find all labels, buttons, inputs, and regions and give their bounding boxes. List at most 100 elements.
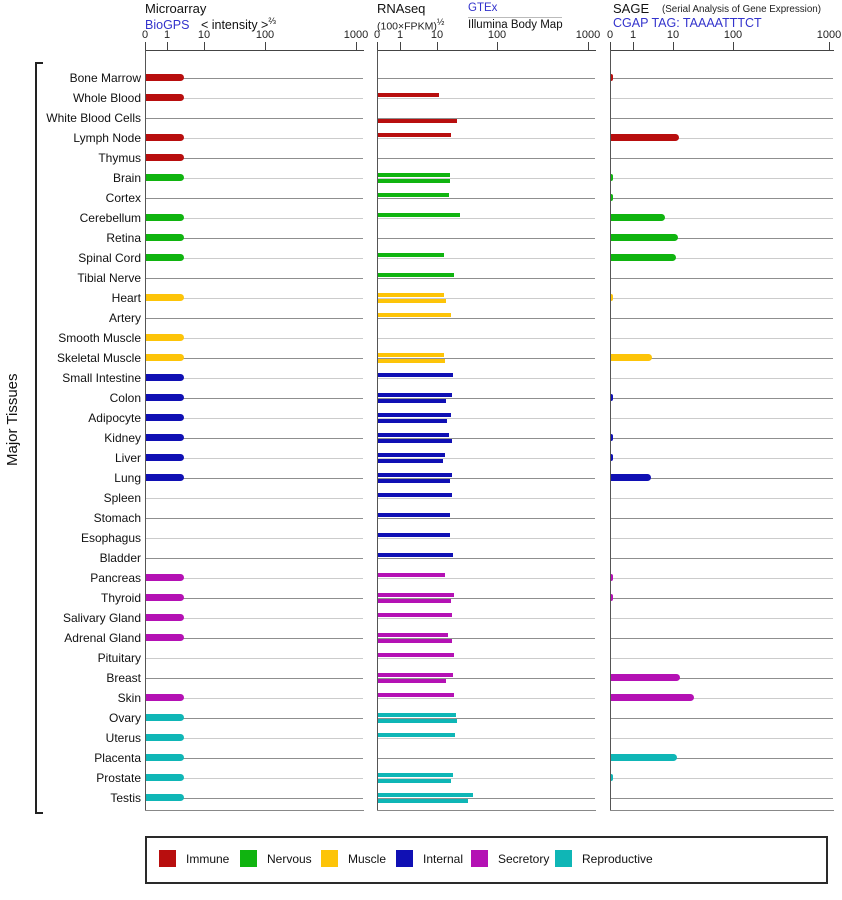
rnaseq-x-tick [497, 42, 498, 50]
legend: Immune Nervous Muscle Internal Secretory Repr… [145, 836, 828, 884]
microarray-row-track [146, 198, 363, 199]
sage-row-track [611, 498, 833, 499]
microarray-row-track [146, 138, 363, 139]
rnaseq-row-track [378, 658, 595, 659]
sage-row-track [611, 678, 833, 679]
rnaseq-bar-gtex [378, 273, 455, 277]
microarray-bar-microarray [146, 714, 184, 721]
rnaseq-bar-illumina [378, 439, 452, 443]
sage-row-track [611, 98, 833, 99]
tissue-label: Thymus [98, 151, 141, 165]
microarray-bar-microarray [146, 394, 184, 401]
tissue-label: Skeletal Muscle [56, 351, 141, 365]
microarray-row-track [146, 118, 363, 119]
rnaseq-row-track [378, 358, 595, 359]
sage-x-tick-label: 100 [723, 29, 743, 41]
sage-panel-left-border [610, 50, 611, 810]
rnaseq-panel-left-border [377, 50, 378, 810]
cgap-tag-link[interactable]: CGAP TAG: TAAAATTTCT [613, 16, 762, 30]
microarray-row-track [146, 718, 363, 719]
microarray-row-track [146, 238, 363, 239]
tissue-label: Tibial Nerve [77, 271, 141, 285]
tissue-label: Pituitary [97, 651, 141, 665]
sage-row-track [611, 218, 833, 219]
microarray-bar-microarray [146, 94, 184, 101]
tissue-label: Whole Blood [72, 91, 141, 105]
rnaseq-row-track [378, 518, 595, 519]
sage-row-track [611, 458, 833, 459]
sage-bar-sage [611, 694, 694, 701]
sage-bar-sage [611, 194, 614, 201]
rnaseq-row-track [378, 78, 595, 79]
rnaseq-row-track [378, 298, 595, 299]
microarray-x-tick-label: 0 [141, 29, 149, 41]
rnaseq-bar-illumina [378, 719, 458, 723]
microarray-row-track [146, 618, 363, 619]
immune-color-swatch [159, 850, 176, 867]
microarray-row-track [146, 218, 363, 219]
rnaseq-source-divider [468, 17, 562, 18]
sage-row-track [611, 78, 833, 79]
sage-bar-sage [611, 254, 676, 261]
rnaseq-row-track [378, 278, 595, 279]
sage-x-tick [673, 42, 674, 50]
gtex-link[interactable]: GTEx [468, 2, 498, 14]
microarray-bar-microarray [146, 74, 184, 81]
rnaseq-x-tick-label: 1000 [575, 29, 601, 41]
tissue-label: White Blood Cells [46, 111, 141, 125]
tissue-label: Salivary Gland [62, 611, 141, 625]
legend-label-internal: Internal [423, 852, 464, 866]
sage-row-track [611, 478, 833, 479]
rnaseq-row-track [378, 478, 595, 479]
microarray-bar-microarray [146, 154, 184, 161]
legend-item-nervous: Nervous [240, 850, 312, 867]
rnaseq-row-track [378, 98, 595, 99]
microarray-bar-microarray [146, 614, 184, 621]
microarray-x-tick [265, 42, 266, 50]
internal-color-swatch [396, 850, 413, 867]
microarray-row-track [146, 98, 363, 99]
sage-bar-sage [611, 594, 614, 601]
microarray-row-track [146, 298, 363, 299]
tissue-label: Testis [110, 791, 141, 805]
microarray-row-track [146, 318, 363, 319]
biogps-link[interactable]: BioGPS [145, 18, 190, 33]
sage-row-track [611, 238, 833, 239]
sage-row-track [611, 538, 833, 539]
microarray-x-tick-label: 1000 [343, 29, 369, 41]
tissue-label: Cortex [105, 191, 141, 205]
microarray-x-tick [145, 42, 146, 50]
rnaseq-row-track [378, 158, 595, 159]
microarray-panel-title: Microarray [145, 1, 207, 16]
sage-x-axis [610, 50, 834, 51]
microarray-x-tick-label: 10 [197, 29, 211, 41]
sage-x-tick [610, 42, 611, 50]
sage-bar-sage [611, 454, 614, 461]
rnaseq-row-track [378, 578, 595, 579]
sage-title-note: (Serial Analysis of Gene Expression) [662, 4, 821, 15]
sage-row-track [611, 658, 833, 659]
rnaseq-bar-gtex [378, 353, 445, 357]
rnaseq-bar-gtex [378, 133, 452, 137]
rnaseq-x-tick-label: 1 [396, 29, 404, 41]
microarray-row-track [146, 158, 363, 159]
rnaseq-row-track [378, 798, 595, 799]
microarray-row-track [146, 418, 363, 419]
sage-row-track [611, 738, 833, 739]
sage-row-track [611, 558, 833, 559]
rnaseq-bar-gtex [378, 573, 446, 577]
sage-bar-sage [611, 674, 681, 681]
rnaseq-row-track [378, 178, 595, 179]
microarray-bar-microarray [146, 374, 184, 381]
legend-label-muscle: Muscle [348, 852, 387, 866]
sage-x-tick [633, 42, 634, 50]
rnaseq-row-track [378, 678, 595, 679]
rnaseq-bar-gtex [378, 493, 452, 497]
rnaseq-x-axis [377, 50, 596, 51]
microarray-row-track [146, 78, 363, 79]
major-tissues-bracket-top-tick [35, 62, 43, 64]
legend-label-reproductive: Reproductive [582, 852, 653, 866]
rnaseq-bar-illumina [378, 799, 468, 803]
rnaseq-bar-gtex [378, 653, 455, 657]
